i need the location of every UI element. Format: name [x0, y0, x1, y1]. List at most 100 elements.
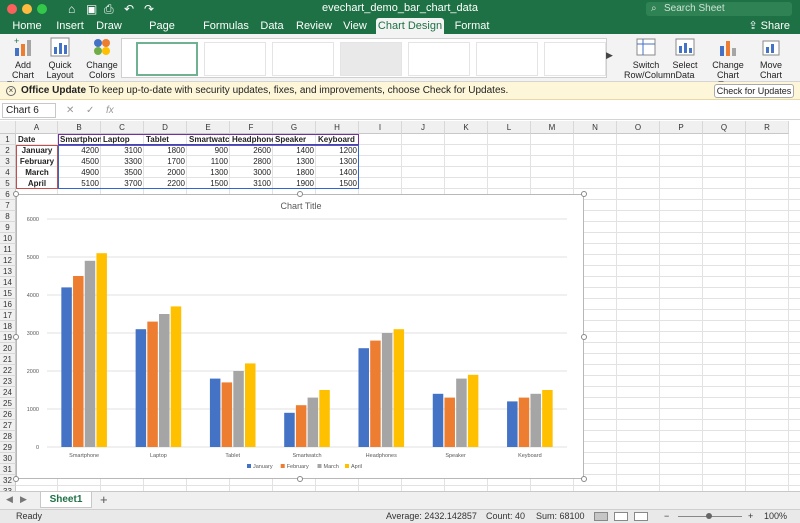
row-header[interactable]: 8	[0, 211, 16, 222]
row-header[interactable]: 20	[0, 343, 16, 354]
cell[interactable]: Keyboard	[318, 135, 355, 144]
row-header[interactable]: 26	[0, 409, 16, 420]
dismiss-update-icon[interactable]: ×	[6, 86, 16, 96]
row-header[interactable]: 24	[0, 387, 16, 398]
select-data-button[interactable]: Select Data	[670, 36, 700, 80]
row-header[interactable]: 10	[0, 233, 16, 244]
tab-insert[interactable]: Insert	[56, 20, 84, 32]
row-header[interactable]: 27	[0, 420, 16, 431]
cancel-icon[interactable]: ✕	[66, 105, 75, 116]
chart-resize-handle[interactable]	[13, 333, 19, 340]
cell[interactable]: 3100	[124, 146, 142, 155]
cell[interactable]: 1200	[339, 146, 357, 155]
home-icon[interactable]: ⌂	[68, 2, 76, 16]
cell[interactable]: 1900	[296, 179, 314, 188]
row-header[interactable]: 12	[0, 255, 16, 266]
chart-style-3[interactable]	[272, 42, 334, 76]
chart-resize-handle[interactable]	[13, 476, 19, 482]
cell[interactable]: 3500	[124, 168, 142, 177]
row-header[interactable]: 4	[0, 167, 16, 178]
chart-style-2[interactable]	[204, 42, 266, 76]
cell[interactable]: 1400	[339, 168, 357, 177]
chart-style-5[interactable]	[408, 42, 470, 76]
cell[interactable]: 1300	[339, 157, 357, 166]
cell[interactable]: 1400	[296, 146, 314, 155]
chart-styles-gallery[interactable]	[121, 38, 607, 78]
change-colors-button[interactable]: Change Colors	[86, 36, 118, 80]
cell[interactable]: 3300	[124, 157, 142, 166]
row-header[interactable]: 31	[0, 464, 16, 475]
row-header[interactable]: 18	[0, 321, 16, 332]
switch-row-column-button[interactable]: Switch Row/Column	[624, 36, 676, 80]
column-header[interactable]: C	[101, 121, 144, 134]
quick-layout-button[interactable]: Quick Layout	[46, 36, 74, 80]
cell[interactable]: 1500	[210, 179, 228, 188]
row-header[interactable]: 16	[0, 299, 16, 310]
cell[interactable]: 4900	[81, 168, 99, 177]
chart-style-7[interactable]	[544, 42, 606, 76]
chart-resize-handle[interactable]	[581, 476, 587, 482]
tab-draw[interactable]: Draw	[96, 20, 122, 32]
cell[interactable]: 3700	[124, 179, 142, 188]
cell[interactable]: Smartphone	[60, 135, 101, 144]
column-header[interactable]: J	[402, 121, 445, 134]
row-header[interactable]: 28	[0, 431, 16, 442]
chart-style-4[interactable]	[340, 42, 402, 76]
cell[interactable]: 1800	[296, 168, 314, 177]
move-chart-button[interactable]: Move Chart	[756, 36, 786, 80]
redo-icon[interactable]: ↷	[144, 2, 155, 16]
chart-style-1[interactable]	[136, 42, 198, 76]
row-header[interactable]: 3	[0, 156, 16, 167]
cell[interactable]: February	[19, 157, 55, 166]
minimize-window-button[interactable]	[22, 4, 32, 14]
cell[interactable]: Tablet	[146, 135, 169, 144]
chart-resize-handle[interactable]	[581, 191, 587, 197]
row-header[interactable]: 9	[0, 222, 16, 233]
chart-resize-handle[interactable]	[13, 191, 19, 197]
gallery-next-icon[interactable]: ▶	[606, 50, 613, 60]
column-header[interactable]: P	[660, 121, 703, 134]
confirm-icon[interactable]: ✓	[86, 105, 95, 116]
row-header[interactable]: 5	[0, 178, 16, 189]
cell[interactable]: Headphones	[232, 135, 273, 144]
embedded-chart[interactable]: Chart Title 0 1000 2000 3000 4000 5000 6000 Smar…	[13, 191, 587, 482]
column-header[interactable]: A	[16, 121, 58, 134]
column-header[interactable]: M	[531, 121, 574, 134]
row-header[interactable]: 17	[0, 310, 16, 321]
cell[interactable]: 2800	[253, 157, 271, 166]
zoom-out-button[interactable]: −	[664, 511, 670, 521]
row-header[interactable]: 14	[0, 277, 16, 288]
column-header[interactable]: G	[273, 121, 316, 134]
cell[interactable]: 3100	[253, 179, 271, 188]
row-header[interactable]: 23	[0, 376, 16, 387]
zoom-in-button[interactable]: +	[748, 511, 754, 521]
check-for-updates-button[interactable]: Check for Updates	[714, 84, 794, 98]
chart-resize-handle[interactable]	[581, 333, 587, 340]
cell[interactable]: March	[25, 168, 49, 177]
cell[interactable]: 3000	[253, 168, 271, 177]
column-header[interactable]: E	[187, 121, 230, 134]
row-header[interactable]: 7	[0, 200, 16, 211]
row-header[interactable]: 15	[0, 288, 16, 299]
row-header[interactable]: 33	[0, 486, 16, 491]
cell[interactable]: 1500	[339, 179, 357, 188]
tab-chart-design[interactable]: Chart Design	[376, 18, 444, 34]
cell[interactable]: Date	[18, 135, 36, 144]
column-header[interactable]: O	[617, 121, 660, 134]
add-sheet-button[interactable]: +	[100, 492, 108, 507]
cell[interactable]: 2600	[253, 146, 271, 155]
cell[interactable]: 2200	[167, 179, 185, 188]
column-header[interactable]: F	[230, 121, 273, 134]
print-icon[interactable]: ⎙	[104, 2, 114, 16]
cell[interactable]: 1300	[296, 157, 314, 166]
chart-style-6[interactable]	[476, 42, 538, 76]
cell[interactable]: 1100	[210, 157, 228, 166]
prev-sheet-icon[interactable]: ◀	[6, 494, 13, 504]
column-header[interactable]: L	[488, 121, 531, 134]
cell[interactable]: 1800	[167, 146, 185, 155]
column-header[interactable]: K	[445, 121, 488, 134]
cell[interactable]: Smartwatch	[189, 135, 230, 144]
column-header[interactable]: N	[574, 121, 617, 134]
row-header[interactable]: 1	[0, 134, 16, 145]
row-header[interactable]: 30	[0, 453, 16, 464]
